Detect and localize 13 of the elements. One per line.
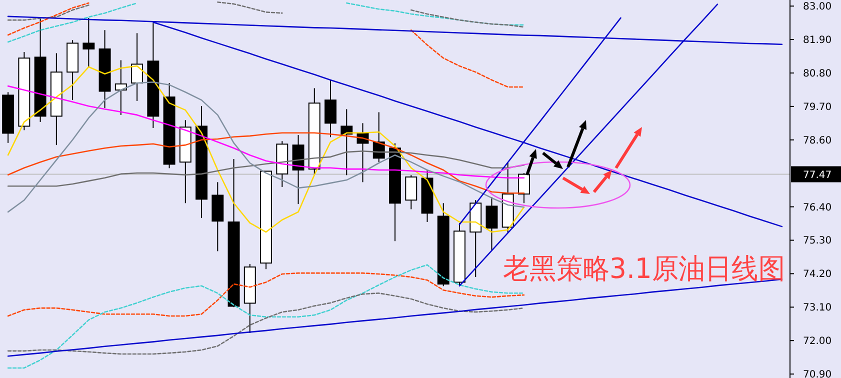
y-tick-label: 81.90	[803, 35, 832, 46]
y-tick-label: 72.00	[803, 336, 832, 348]
y-tick-label: 79.70	[803, 102, 832, 113]
y-tick-label: 78.60	[803, 135, 832, 146]
y-tick-label: 76.40	[803, 202, 832, 214]
y-tick-label: 70.90	[803, 370, 832, 378]
y-tick-label: 73.10	[803, 302, 832, 314]
y-tick-label: 80.80	[803, 68, 832, 80]
y-tick-label: 83.00	[803, 2, 832, 13]
y-tick-label: 75.30	[803, 236, 832, 247]
y-tick-label: 74.20	[803, 269, 832, 280]
ref-line-label: 77.47	[803, 170, 832, 181]
annotation: 老黑策略3.1原油日线图	[503, 252, 800, 285]
